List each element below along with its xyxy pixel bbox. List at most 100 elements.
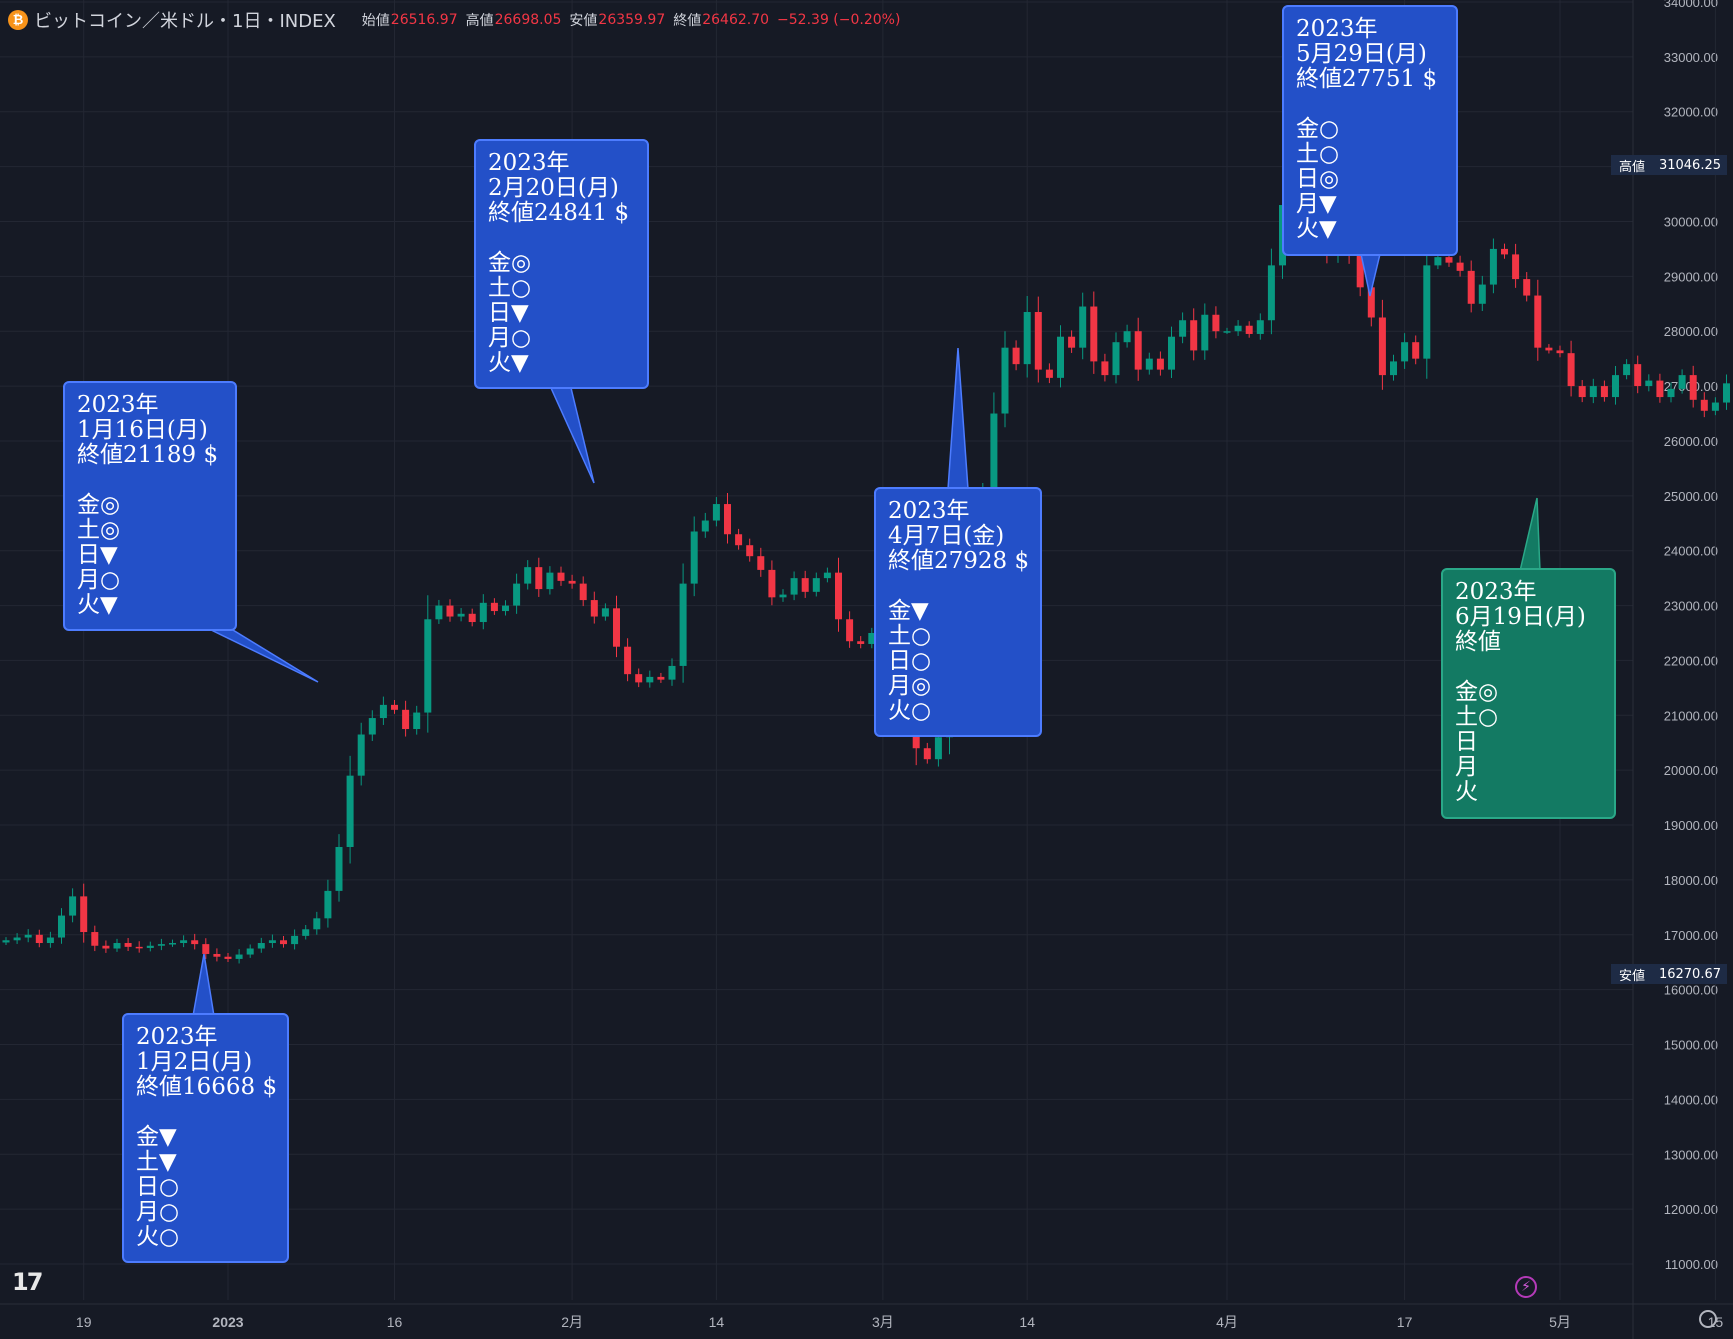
candle-body <box>934 737 942 760</box>
candle-body <box>1001 347 1009 414</box>
candle-body <box>113 943 121 949</box>
callout-line: 火 <box>1455 779 1478 805</box>
candle-body <box>246 948 254 955</box>
candle-body <box>124 943 132 947</box>
callout-line: 金▼ <box>136 1124 177 1150</box>
y-tick-label: 12000.00 <box>1664 1202 1718 1217</box>
low-value: 26359.97 <box>598 12 666 28</box>
candle-body <box>779 594 787 598</box>
callout-jan2[interactable]: 2023年 1月2日(月) 終値16668 $ 金▼ 土▼ 日○ 月○ 火○ <box>122 1013 289 1263</box>
candle-body <box>624 646 632 675</box>
callout-line: 火▼ <box>1296 216 1337 242</box>
callout-line: 月○ <box>488 325 532 351</box>
high-badge-label: 高値 <box>1618 159 1645 175</box>
candle-body <box>1201 314 1209 351</box>
candle-body <box>513 583 521 606</box>
candle-body <box>324 890 332 919</box>
y-tick-label: 22000.00 <box>1664 653 1718 668</box>
candle-body <box>213 953 221 957</box>
callout-apr7[interactable]: 2023年 4月7日(金) 終値27928 $ 金▼ 土○ 日○ 月◎ 火○ <box>874 487 1042 737</box>
y-tick-label: 18000.00 <box>1664 873 1718 888</box>
candle-body <box>613 608 620 647</box>
callout-line <box>1455 655 1602 680</box>
candle-body <box>368 718 376 735</box>
candle-body <box>590 600 598 617</box>
lightning-icon[interactable]: ⚡ <box>1515 1276 1537 1298</box>
y-tick-label: 15000.00 <box>1664 1038 1718 1053</box>
candle-body <box>701 520 709 532</box>
candle-body <box>446 605 454 617</box>
callout-line: 金◎ <box>77 492 121 518</box>
candle-body <box>1145 358 1153 370</box>
candle-body <box>346 775 354 847</box>
y-tick-label: 17000.00 <box>1664 928 1718 943</box>
callout-line: 6月19日(月) <box>1455 604 1586 630</box>
candle-body <box>58 915 65 938</box>
candle-body <box>812 578 820 592</box>
y-tick-label: 16000.00 <box>1664 983 1718 998</box>
candle-body <box>69 896 77 916</box>
x-tick-label: 14 <box>709 1314 725 1330</box>
candle-body <box>735 534 743 546</box>
open-label: 始値 <box>361 13 390 29</box>
candle-body <box>1667 388 1675 398</box>
candle-body <box>1445 257 1453 263</box>
callout-tail-jan2 <box>192 953 215 1017</box>
candle-body <box>46 937 54 944</box>
candle-body <box>169 943 176 945</box>
x-tick-label: 19 <box>76 1314 92 1330</box>
change-value: −52.39 (−0.20%) <box>777 12 901 28</box>
candle-body <box>191 940 199 945</box>
high-value: 26698.05 <box>494 12 562 28</box>
candle-body <box>402 709 410 730</box>
candle-body <box>1523 279 1531 296</box>
callout-line: 土○ <box>1296 141 1340 167</box>
symbol-title[interactable]: ビットコイン／米ドル・1日・INDEX <box>34 11 336 32</box>
candle-body <box>379 704 387 719</box>
tradingview-logo: 17 <box>12 1268 43 1296</box>
callout-line: 4月7日(金) <box>888 523 1005 549</box>
candle-body <box>180 940 188 944</box>
candle-body <box>1068 336 1076 348</box>
candle-body <box>1057 336 1064 378</box>
callout-jun19[interactable]: 2023年 6月19日(月) 終値 金◎ 土○ 日 月 火 <box>1441 568 1616 819</box>
y-tick-label: 33000.00 <box>1664 50 1718 65</box>
y-tick-label: 32000.00 <box>1664 105 1718 120</box>
candle-body <box>835 572 842 620</box>
callout-line: 月○ <box>136 1199 180 1225</box>
callout-line: 2023年 <box>1455 579 1537 605</box>
callout-feb20[interactable]: 2023年 2月20日(月) 終値24841 $ 金◎ 土○ 日▼ 月○ 火▼ <box>474 139 649 389</box>
callout-line: 2023年 <box>136 1024 218 1050</box>
x-tick-label: 5月 <box>1549 1314 1571 1330</box>
callout-line: 終値27751 $ <box>1296 66 1438 92</box>
callout-line: 土◎ <box>77 517 121 543</box>
candle-body <box>712 504 720 521</box>
candle-body <box>1079 306 1087 348</box>
candle-body <box>1012 347 1020 365</box>
gear-icon[interactable] <box>1699 1310 1717 1328</box>
candle-body <box>1478 284 1486 304</box>
callout-line <box>77 468 223 493</box>
candle-body <box>457 613 465 617</box>
x-tick-label: 16 <box>387 1314 403 1330</box>
candle-body <box>1578 386 1586 398</box>
candle-body <box>1090 306 1098 362</box>
candle-body <box>468 613 476 623</box>
symbol-header: ₿ ビットコイン／米ドル・1日・INDEX 始値 26516.97 高値 26698… <box>8 8 900 32</box>
callout-line: 火○ <box>888 698 932 724</box>
candle-body <box>280 940 287 945</box>
candle-body <box>291 935 299 945</box>
callout-jan16[interactable]: 2023年 1月16日(月) 終値21189 $ 金◎ 土◎ 日▼ 月○ 火▼ <box>63 381 237 631</box>
callout-may29[interactable]: 2023年 5月29日(月) 終値27751 $ 金○ 土○ 日◎ 月▼ 火▼ <box>1282 5 1458 256</box>
y-tick-label: 20000.00 <box>1664 763 1718 778</box>
candle-body <box>235 954 243 959</box>
candle-body <box>1589 386 1597 398</box>
candle-body <box>1179 320 1187 337</box>
callout-line: 2023年 <box>1296 16 1378 42</box>
y-tick-label: 29000.00 <box>1664 269 1718 284</box>
y-tick-label: 19000.00 <box>1664 818 1718 833</box>
candle-body <box>502 605 509 612</box>
candle-body <box>135 946 143 949</box>
